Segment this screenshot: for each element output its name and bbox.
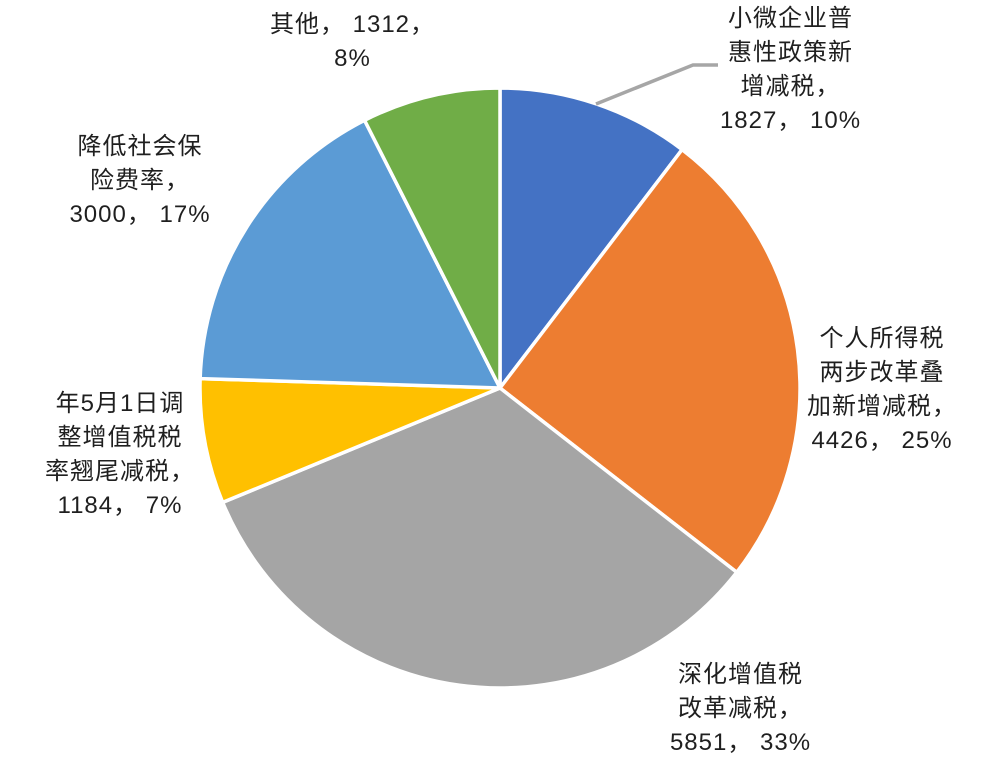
pie-slice-2 (220, 386, 739, 690)
pie-slice-3 (198, 376, 502, 505)
pie-slice-4 (198, 118, 502, 390)
slice-label-shebao-feilv: 降低社会保 险费率， 3000， 17% (69, 133, 211, 228)
pie-slices (198, 86, 802, 690)
pie-slice-1 (498, 147, 802, 575)
slice-label-tiaozheng-shuilv: 年5月1日调 整增值税税 率翘尾减税， 1184， 7% (45, 390, 195, 519)
slice-label-xiaowei-qiye: 小微企业普 惠性政策新 增减税， 1827， 10% (719, 5, 862, 134)
slice-label-geren-suodeshui: 个人所得税 两步改革叠 加新增减税， 4426， 25% (807, 325, 957, 454)
slice-label-shenhua-zengzhishui: 深化增值税 改革减税， 5851， 33% (669, 661, 812, 756)
slice-label-other: 其他， 1312， 8% (269, 11, 436, 72)
pie-slice-5 (362, 86, 502, 390)
leader-line (595, 63, 718, 106)
